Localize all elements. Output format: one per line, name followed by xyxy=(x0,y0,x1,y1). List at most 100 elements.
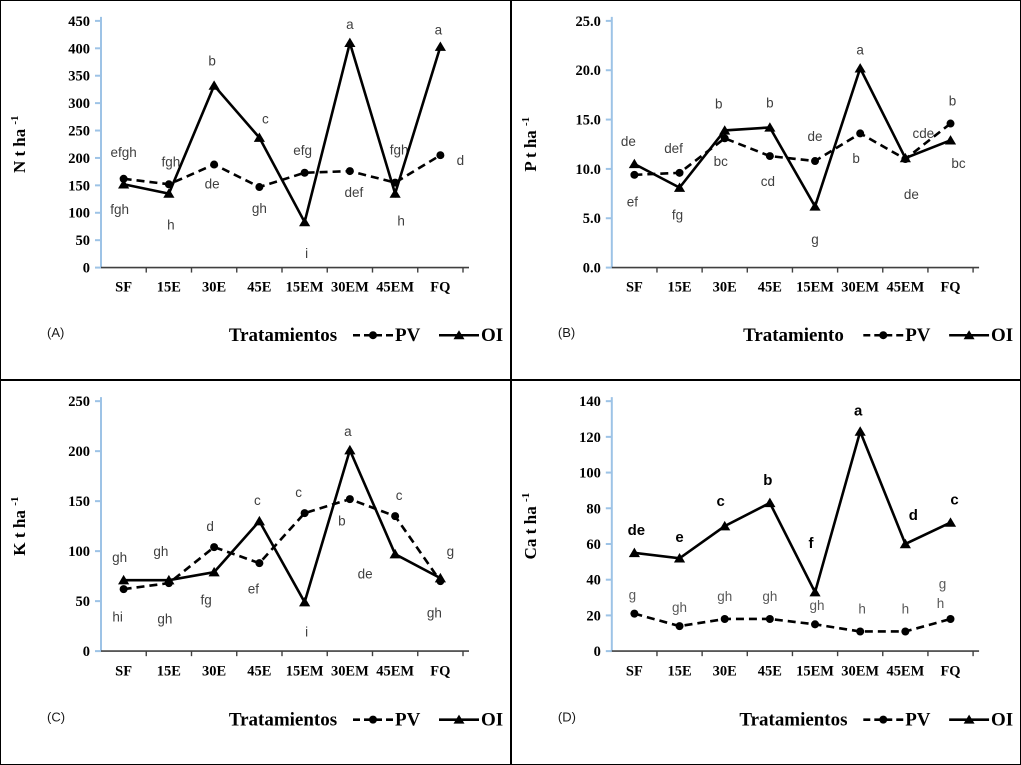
x-axis-title: Tratamientos xyxy=(229,710,337,731)
significance-letter: gh xyxy=(717,589,732,604)
x-category-label: 30EM xyxy=(331,279,369,295)
x-category-label: 45E xyxy=(247,279,271,295)
y-tick-label: 0 xyxy=(83,644,90,660)
x-axis-title: Tratamientos xyxy=(739,710,847,731)
significance-letter: c xyxy=(396,488,403,503)
oi-point-marker xyxy=(719,125,731,135)
oi-point-marker xyxy=(899,152,911,163)
significance-letter: c xyxy=(295,485,302,500)
pv-point-marker xyxy=(300,509,309,518)
panel-tag: (D) xyxy=(558,710,576,725)
x-category-label: 15E xyxy=(667,663,691,679)
significance-letter: fg xyxy=(200,592,211,607)
significance-letter: f xyxy=(809,535,815,552)
significance-letter: gh xyxy=(672,600,687,615)
y-tick-label: 250 xyxy=(68,394,90,410)
oi-point-marker xyxy=(344,37,356,48)
y-tick-label: 40 xyxy=(586,573,600,589)
pv-point-marker xyxy=(720,134,729,143)
pv-point-marker xyxy=(210,543,219,552)
oi-point-marker xyxy=(673,182,686,192)
significance-letter: fgh xyxy=(161,154,180,169)
y-tick-label: 15.0 xyxy=(576,113,601,129)
pv-point-marker xyxy=(765,152,774,161)
significance-letter: gh xyxy=(762,589,777,604)
x-category-label: 15E xyxy=(157,279,181,295)
significance-letter: ef xyxy=(627,195,638,210)
chart-svg: 0.0 5.0 10.0 15.0 20.0 25.0 SF 15E 30E 45E 15EM 30E… xyxy=(520,14,1013,346)
x-category-label: FQ xyxy=(940,663,960,679)
legend-pv-label: PV xyxy=(905,325,931,346)
panel-tag: (A) xyxy=(47,325,64,340)
pv-point-marker xyxy=(119,174,128,183)
oi-point-marker xyxy=(673,553,686,563)
oi-point-marker xyxy=(118,179,130,189)
significance-letter: d xyxy=(457,153,465,168)
significance-letter: d xyxy=(909,507,918,524)
legend-pv-label: PV xyxy=(905,710,931,731)
x-category-label: 15E xyxy=(667,279,691,295)
legend-pv-label: PV xyxy=(395,710,421,731)
x-category-label: 45EM xyxy=(376,663,414,679)
y-tick-label: 0 xyxy=(83,261,90,277)
significance-letter: bc xyxy=(951,156,965,171)
oi-point-marker xyxy=(118,574,130,585)
panel-tag: (B) xyxy=(558,325,575,340)
significance-letter: b xyxy=(763,472,772,489)
oi-point-marker xyxy=(208,566,220,577)
significance-letter: a xyxy=(435,23,443,38)
oi-point-marker xyxy=(434,572,446,583)
significance-letter: b xyxy=(208,54,216,69)
significance-letter: c xyxy=(262,112,269,127)
pv-point-marker xyxy=(765,614,774,624)
y-tick-label: 400 xyxy=(68,41,90,57)
significance-letter: fgh xyxy=(390,143,409,158)
pv-point-marker xyxy=(210,160,219,169)
oi-point-marker xyxy=(389,548,401,559)
oi-point-marker xyxy=(899,538,911,549)
significance-letter: de xyxy=(205,176,220,191)
significance-letter: gh xyxy=(427,605,442,620)
y-tick-label: 0 xyxy=(594,644,601,660)
oi-point-marker xyxy=(628,547,640,558)
oi-point-marker xyxy=(628,158,640,169)
significance-letter: b xyxy=(338,513,346,528)
pv-point-marker xyxy=(345,167,354,176)
significance-letter: b xyxy=(766,96,773,111)
significance-letter: fgh xyxy=(110,202,129,217)
oi-point-marker xyxy=(299,596,311,607)
significance-letter: h xyxy=(937,596,944,611)
pv-point-marker xyxy=(856,627,865,636)
significance-letter: c xyxy=(950,491,958,508)
y-tick-label: 450 xyxy=(68,14,90,30)
oi-point-marker xyxy=(764,497,776,508)
y-tick-label: 140 xyxy=(579,394,601,410)
x-category-label: 45EM xyxy=(376,279,414,295)
chart-svg: 0 20 40 60 80 100 120 140 SF 15E 30E 45E 15EM 30EM 45E… xyxy=(520,394,1013,731)
pv-point-marker xyxy=(901,627,910,636)
pv-point-marker xyxy=(255,559,264,568)
oi-line xyxy=(123,446,441,606)
y-tick-label: 200 xyxy=(68,444,90,460)
x-category-label: FQ xyxy=(430,279,450,295)
significance-letter: h xyxy=(902,601,909,616)
significance-letter: b xyxy=(949,94,956,109)
significance-letter: gh xyxy=(157,611,172,626)
oi-point-marker xyxy=(764,122,776,132)
significance-letter: cd xyxy=(761,174,775,189)
x-category-label: SF xyxy=(115,663,132,679)
y-tick-label: 20 xyxy=(586,608,600,624)
significance-letter: def xyxy=(344,185,363,200)
x-category-label: FQ xyxy=(940,279,960,295)
x-category-label: 45E xyxy=(758,663,782,679)
significance-letter: g xyxy=(447,544,455,559)
y-tick-label: 120 xyxy=(579,430,601,446)
oi-point-marker xyxy=(163,574,175,585)
y-tick-label: 100 xyxy=(68,544,90,560)
pv-point-marker xyxy=(630,609,639,618)
chart-svg: 0 50 100 150 200 250 300 350 400 450 SF 15E 30E 45E 15… xyxy=(9,14,503,346)
x-category-label: 15EM xyxy=(286,663,324,679)
chart-svg: 0 50 100 150 200 250 SF 15E 30E 45E 15EM 30EM 45EM FQ… xyxy=(9,394,503,731)
legend-oi-marker-icon xyxy=(453,714,465,724)
significance-letter: fg xyxy=(672,208,683,223)
